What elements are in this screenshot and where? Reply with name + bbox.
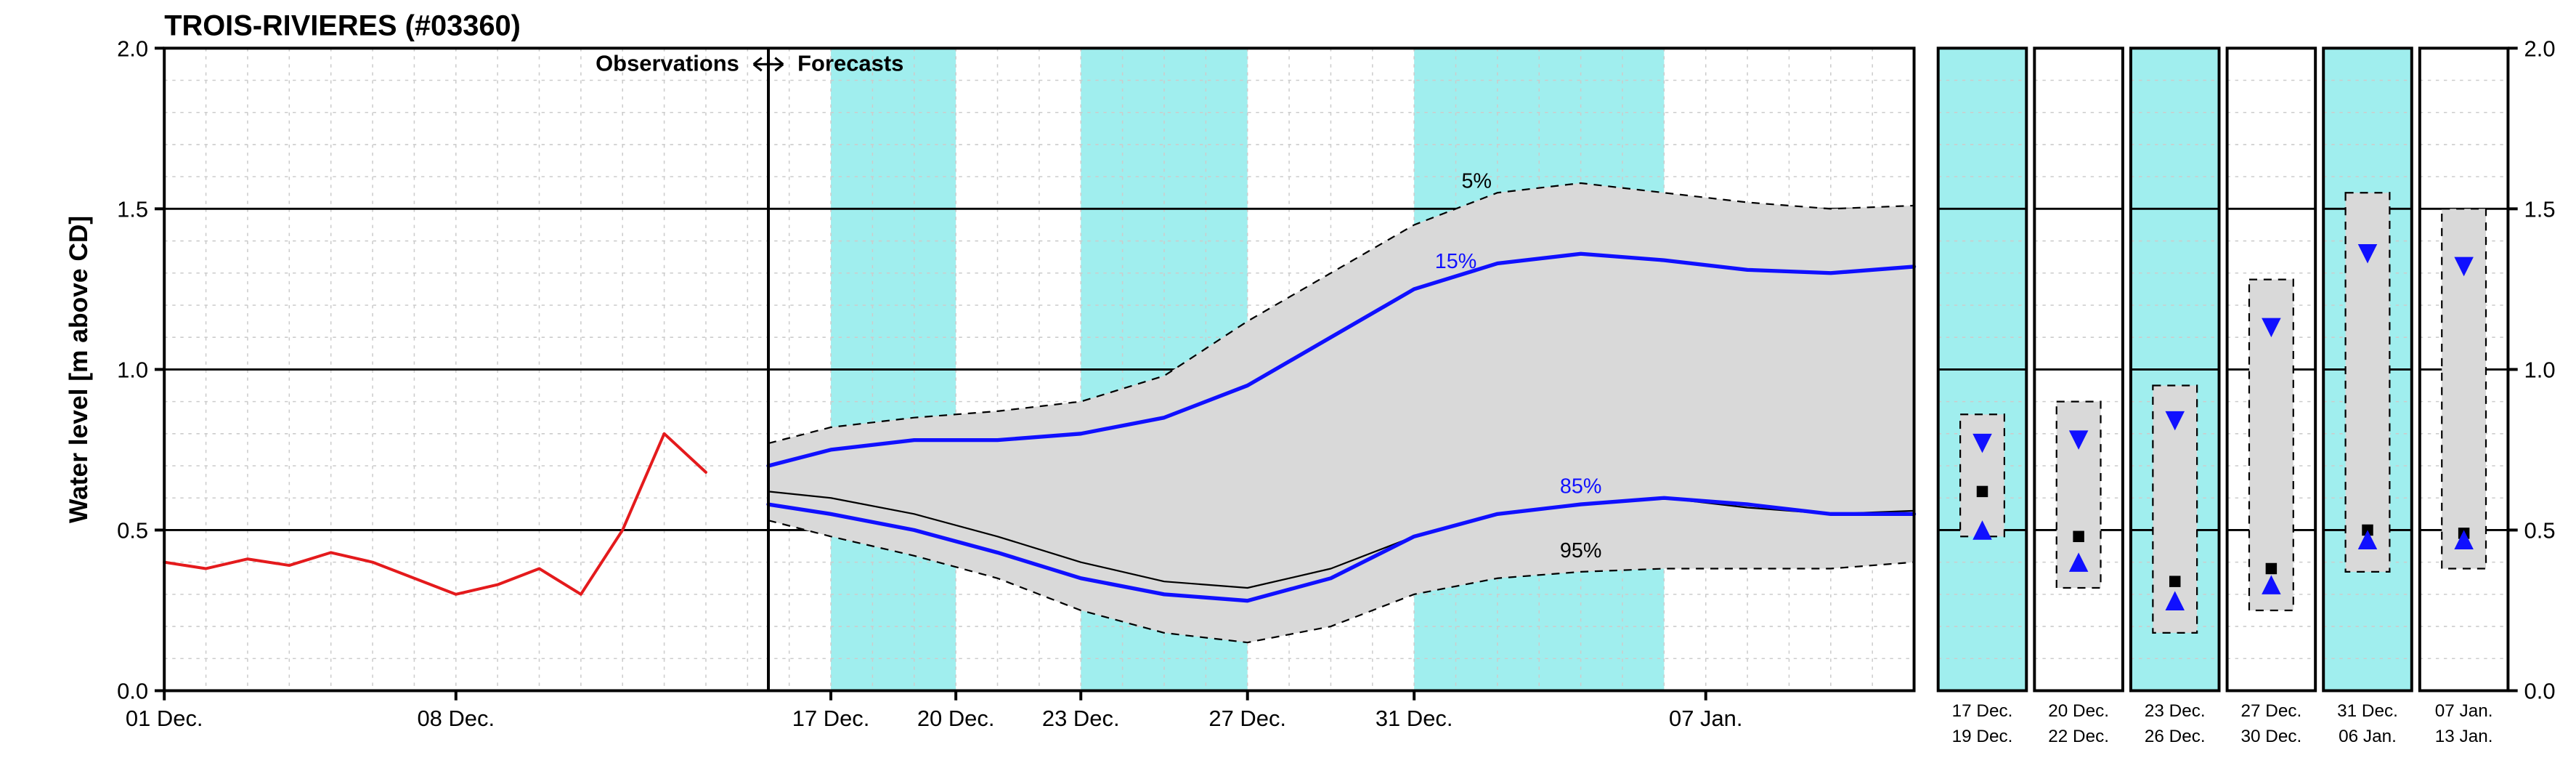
y-tick-label: 1.0 xyxy=(117,357,148,382)
mini-start-label: 17 Dec. xyxy=(1952,701,2013,721)
x-tick-label: 01 Dec. xyxy=(126,706,203,731)
pct-label: 85% xyxy=(1560,475,1601,498)
median-marker xyxy=(2266,563,2277,574)
median-marker xyxy=(1977,486,1988,497)
mini-plot: 23 Dec. 26 Dec. xyxy=(2131,48,2219,746)
y-tick-label: 0.5 xyxy=(117,517,148,543)
x-tick-label: 20 Dec. xyxy=(917,706,995,731)
water-level-forecast-chart: 01 Dec. 08 Dec. 17 Dec. 20 Dec. 23 Dec. 27 De… xyxy=(0,0,2576,771)
x-tick-label: 17 Dec. xyxy=(792,706,870,731)
y-axis-label: Water level [m above CD] xyxy=(65,216,93,523)
pct-label: 15% xyxy=(1435,250,1476,273)
median-marker xyxy=(2073,531,2084,542)
x-tick-label: 23 Dec. xyxy=(1042,706,1120,731)
mini-start-label: 20 Dec. xyxy=(2048,701,2109,721)
x-tick-label: 27 Dec. xyxy=(1208,706,1286,731)
y-tick-label: 0.0 xyxy=(117,679,148,704)
mini-end-label: 30 Dec. xyxy=(2241,727,2302,746)
mini-start-label: 31 Dec. xyxy=(2337,701,2398,721)
forecasts-label: Forecasts xyxy=(797,50,903,76)
median-marker xyxy=(2169,576,2180,586)
mini-end-label: 22 Dec. xyxy=(2048,727,2109,746)
mini-end-label: 06 Jan. xyxy=(2339,727,2397,746)
y-tick-label-right: 1.5 xyxy=(2524,196,2556,222)
chart-title: TROIS-RIVIERES (#03360) xyxy=(164,10,521,42)
x-tick-label: 07 Jan. xyxy=(1669,706,1742,731)
y-tick-label: 1.5 xyxy=(117,196,148,222)
y-tick-label: 2.0 xyxy=(117,36,148,61)
mini-plot: 31 Dec. 06 Jan. xyxy=(2323,48,2412,746)
mini-start-label: 23 Dec. xyxy=(2145,701,2206,721)
y-tick-label-right: 0.5 xyxy=(2524,517,2556,543)
y-tick-label-right: 1.0 xyxy=(2524,357,2556,382)
mini-end-label: 13 Jan. xyxy=(2435,727,2493,746)
mini-start-label: 27 Dec. xyxy=(2241,701,2302,721)
mini-end-label: 19 Dec. xyxy=(1952,727,2013,746)
mini-start-label: 07 Jan. xyxy=(2435,701,2493,721)
pct-label: 95% xyxy=(1560,539,1601,562)
pct-label: 5% xyxy=(1461,170,1492,193)
x-tick-label: 08 Dec. xyxy=(417,706,495,731)
y-tick-label-right: 2.0 xyxy=(2524,36,2556,61)
x-tick-label: 31 Dec. xyxy=(1376,706,1453,731)
mini-plot: 17 Dec. 19 Dec. xyxy=(1938,48,2027,746)
mini-range-box xyxy=(1960,414,2004,536)
observations-label: Observations xyxy=(596,50,739,76)
y-tick-label-right: 0.0 xyxy=(2524,679,2556,704)
mini-end-label: 26 Dec. xyxy=(2145,727,2206,746)
